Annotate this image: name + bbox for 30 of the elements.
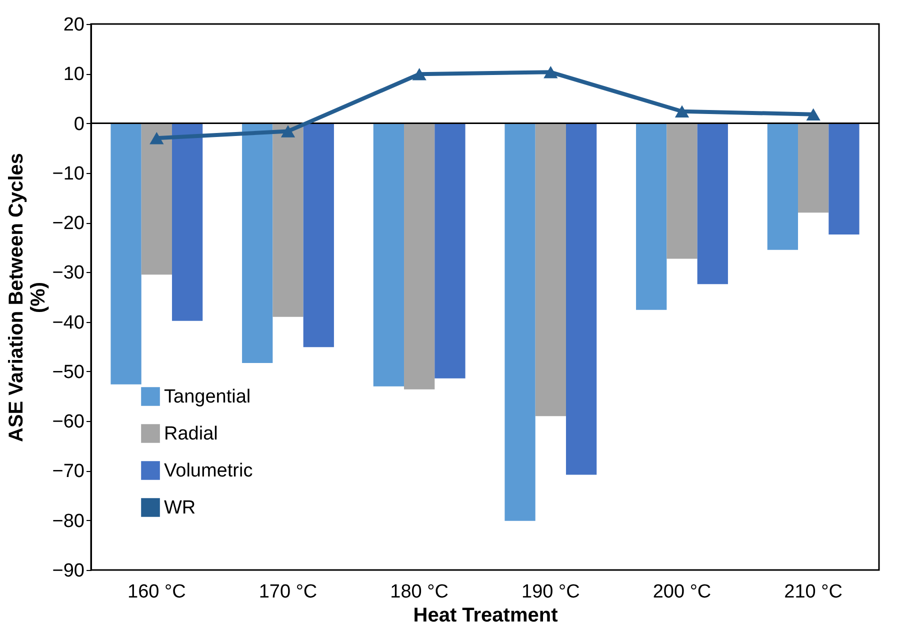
x-axis-title: Heat Treatment: [413, 604, 558, 626]
point: [674, 105, 690, 118]
x-tick-label: 200 °C: [652, 582, 712, 602]
y-tick-label: 20: [63, 14, 84, 36]
point: [806, 108, 820, 120]
y-tick-label: −60: [52, 412, 84, 433]
y-axis-title: ASE Variation Between Cycles (%): [5, 152, 50, 442]
legend-label: Tangential: [164, 386, 251, 408]
point: [412, 68, 426, 80]
x-tick-label: 190 °C: [522, 582, 580, 602]
y-tick-label: −80: [52, 510, 84, 532]
y-tick-label: −30: [52, 262, 84, 284]
x-tick-label: 170 °C: [258, 582, 318, 602]
y-tick-label: −70: [52, 461, 84, 482]
y-tick-label: −90: [52, 560, 84, 582]
y-tick-label: −10: [52, 163, 84, 184]
x-tick-label: 160 °C: [128, 582, 186, 602]
legend-label: Radial: [164, 424, 218, 444]
point: [150, 132, 164, 144]
y-tick-label: −50: [52, 362, 84, 383]
x-tick-label: 180 °C: [390, 582, 448, 602]
y-tick-label: 10: [63, 64, 84, 86]
point: [544, 66, 558, 78]
legend-label: Volumetric: [164, 460, 253, 482]
x-tick-label: 210 °C: [784, 582, 842, 602]
legend-label: WR: [164, 498, 196, 518]
y-tick-label: −20: [52, 213, 84, 234]
point: [280, 125, 296, 138]
y-tick-label: 0: [74, 114, 84, 135]
y-tick-label: −40: [52, 312, 84, 334]
